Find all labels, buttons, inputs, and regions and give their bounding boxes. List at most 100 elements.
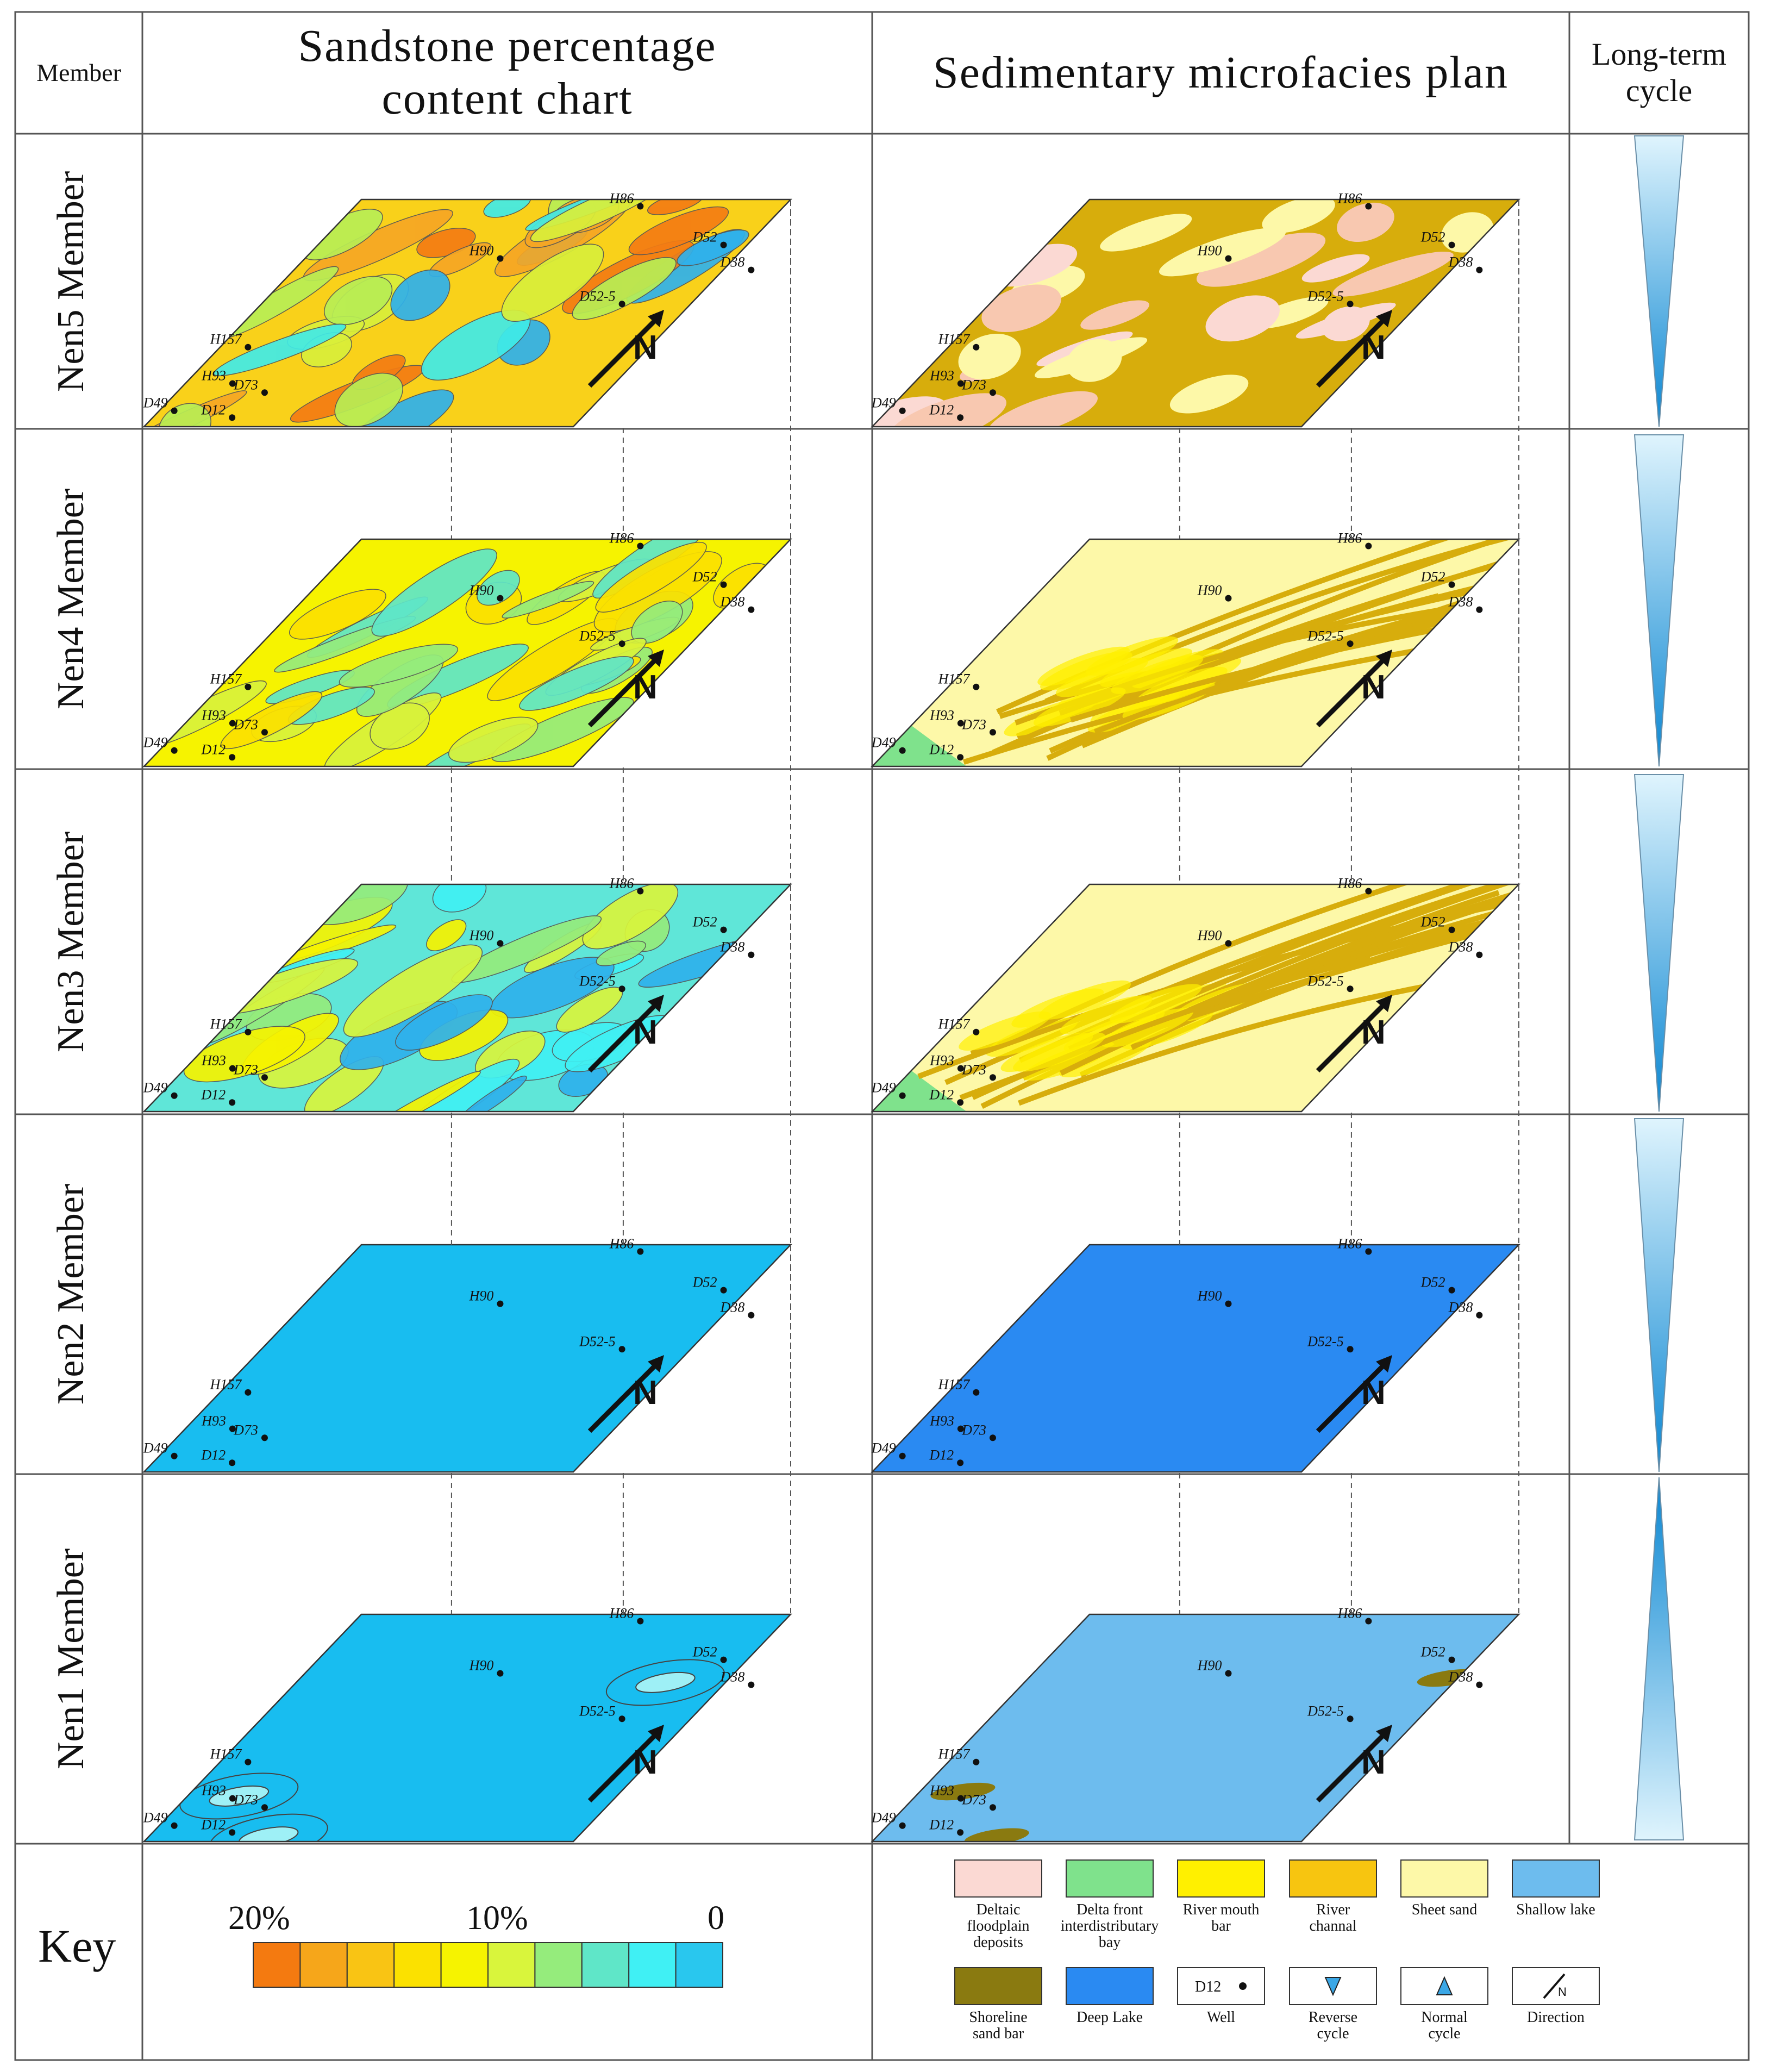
well-marker — [229, 720, 236, 727]
legend-label: Well — [1207, 2009, 1235, 2026]
well-label: D38 — [720, 254, 745, 270]
well-marker — [957, 1829, 964, 1836]
well-label: H90 — [469, 928, 494, 944]
north-label: N — [1361, 1014, 1386, 1051]
contour-blob — [220, 691, 323, 750]
well-label: D49 — [871, 1810, 896, 1826]
well-label: D52 — [1420, 569, 1445, 585]
well-label: D52 — [692, 1275, 717, 1290]
well-label: D12 — [201, 1817, 226, 1832]
well-marker — [171, 407, 178, 414]
well-label: H157 — [938, 1377, 971, 1393]
contour-blob — [647, 199, 704, 215]
well-marker — [261, 1074, 268, 1081]
well-label: D12 — [201, 1447, 226, 1463]
well-marker — [497, 940, 504, 947]
well-label: H90 — [1197, 928, 1222, 944]
well-label: H86 — [1337, 1236, 1362, 1252]
reverse-cycle-icon — [1324, 1977, 1342, 1996]
contour-blob — [501, 244, 604, 322]
well-marker — [720, 241, 727, 248]
contour-ring — [209, 1813, 328, 1842]
legend-label: River — [1316, 1901, 1350, 1918]
cycle-triangle-2 — [1633, 774, 1685, 1112]
north-label: N — [633, 1014, 658, 1051]
mouth-bar — [959, 1011, 1051, 1051]
legend-label: interdistributary — [1061, 1918, 1159, 1934]
legend-swatch — [1066, 1967, 1154, 2005]
north-arrow — [587, 1728, 662, 1803]
well-marker — [245, 1389, 252, 1396]
well-marker — [1225, 940, 1232, 947]
contour-ring — [605, 1659, 725, 1706]
well-marker — [261, 729, 268, 736]
scale-cell — [628, 1942, 677, 1988]
well-marker — [989, 1074, 996, 1081]
contour-blob — [323, 276, 393, 326]
well-marker — [229, 1795, 236, 1802]
well-marker — [957, 754, 964, 761]
contour-blob — [596, 940, 646, 966]
well-marker — [497, 1300, 504, 1307]
well-marker — [1365, 888, 1372, 895]
well-label: H90 — [469, 1288, 494, 1304]
well-marker — [245, 1758, 252, 1765]
well-marker — [497, 255, 504, 262]
contour-blob — [448, 716, 539, 763]
contour-blob — [343, 944, 483, 1038]
legend-label: Reverse — [1309, 2009, 1357, 2026]
well-marker — [1448, 581, 1455, 588]
north-arrow — [1316, 313, 1391, 388]
map-base — [872, 1245, 1519, 1472]
contour-blob — [390, 269, 450, 321]
contour-blob — [395, 994, 493, 1051]
well-label: D38 — [720, 939, 745, 955]
north-label: N — [1361, 1744, 1386, 1781]
facies-blob — [1080, 300, 1149, 330]
member-header: Member — [36, 58, 121, 86]
contour-blob — [582, 884, 679, 950]
well-marker — [637, 203, 644, 210]
well-label: D52 — [1420, 1275, 1445, 1290]
legend-swatch — [1512, 1859, 1600, 1898]
well-marker — [1365, 203, 1372, 210]
mouth-bar — [1040, 651, 1132, 691]
well-marker — [957, 1459, 964, 1466]
mouth-bar — [1059, 1038, 1151, 1077]
well-marker — [957, 1099, 964, 1106]
contour-blob — [213, 323, 347, 377]
river-channel — [971, 955, 1371, 1100]
north-arrow — [587, 998, 662, 1073]
well-label: H93 — [201, 368, 226, 384]
well-label: H86 — [1337, 191, 1362, 207]
key-title: Key — [38, 1920, 116, 1972]
interdistributary-bay — [872, 1070, 967, 1112]
well-marker — [261, 389, 268, 396]
well-label: D49 — [871, 395, 896, 411]
well-label: H157 — [938, 1016, 971, 1032]
contour-blob — [339, 644, 459, 688]
contour-ring — [179, 1773, 299, 1820]
cycle-triangle-1 — [1633, 434, 1685, 767]
well-label: D12 — [201, 402, 226, 417]
well-marker — [899, 407, 906, 414]
well-marker — [1225, 1670, 1232, 1677]
scale-label-10: 10% — [466, 1900, 528, 1937]
north-label: N — [633, 329, 658, 366]
legend-label: Deep Lake — [1076, 2009, 1143, 2026]
scale-cell — [253, 1942, 301, 1988]
well-marker — [637, 888, 644, 895]
contour-blob — [432, 884, 487, 913]
well-label: D12 — [929, 1447, 954, 1463]
well-label: D49 — [143, 1810, 168, 1826]
contour-spot — [635, 1671, 696, 1693]
well-marker — [637, 1248, 644, 1255]
well-marker — [171, 747, 178, 754]
legend-item: D12 Well — [1177, 1967, 1265, 2026]
well-label: D52-5 — [1307, 288, 1343, 304]
well-marker — [1347, 1715, 1354, 1722]
